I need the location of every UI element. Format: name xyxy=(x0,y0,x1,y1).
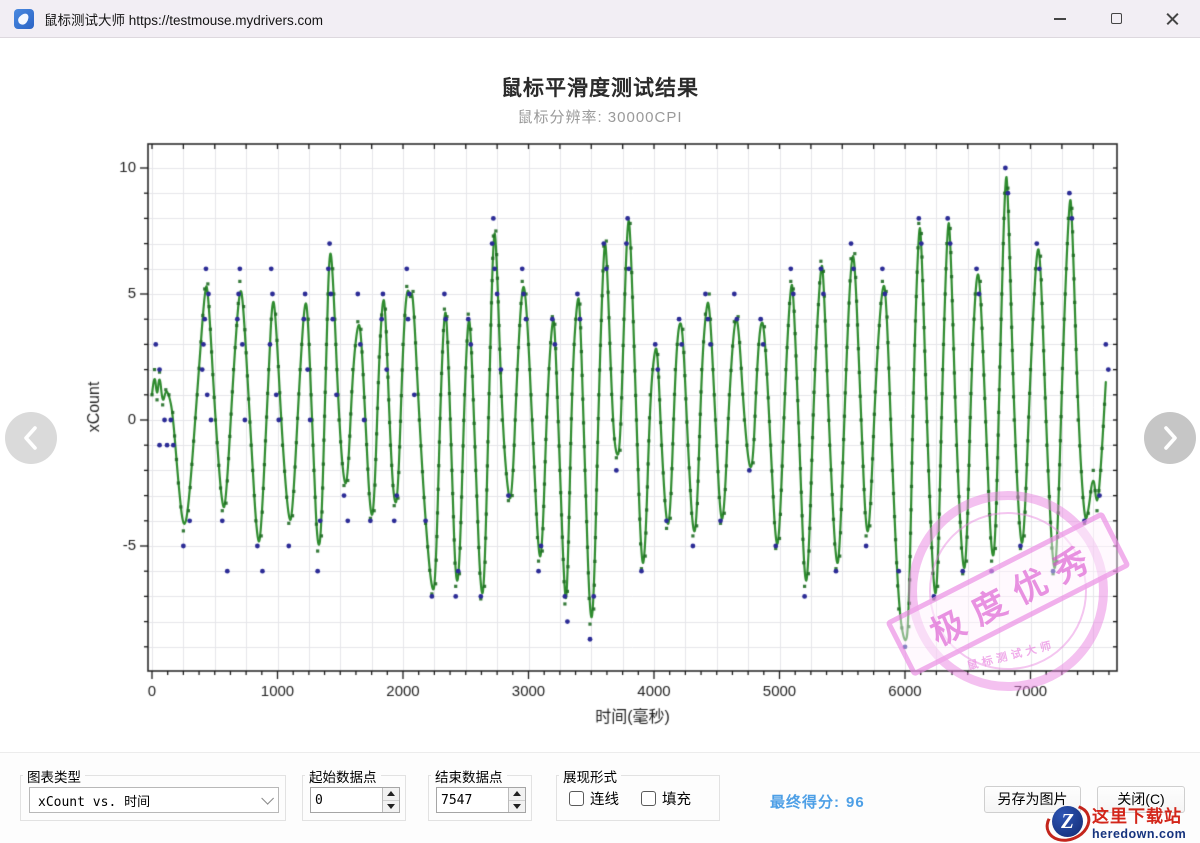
logo-site-name: 这里下载站 xyxy=(1092,807,1182,826)
end-point-down-button[interactable] xyxy=(509,800,525,812)
final-score-value: 96 xyxy=(846,794,865,811)
end-point-label: 结束数据点 xyxy=(431,766,507,786)
checkbox-icon xyxy=(641,791,656,806)
chart-type-value: xCount vs. 时间 xyxy=(38,794,151,810)
start-point-group: 起始数据点 xyxy=(302,766,406,821)
close-icon xyxy=(1166,12,1179,25)
chart-plot xyxy=(0,0,1200,760)
close-dialog-button[interactable]: 关闭(C) xyxy=(1097,786,1185,813)
prev-chart-button[interactable] xyxy=(5,412,57,464)
display-mode-group: 展现形式 连线 填充 xyxy=(556,766,720,821)
chart-title: 鼠标平滑度测试结果 xyxy=(501,77,699,100)
end-point-group: 结束数据点 xyxy=(428,766,532,821)
minimize-icon xyxy=(1054,17,1066,20)
next-chart-button[interactable] xyxy=(1144,412,1196,464)
display-mode-label: 展现形式 xyxy=(559,766,621,786)
start-point-spinner xyxy=(310,787,400,813)
arrow-down-icon xyxy=(387,803,395,809)
arrow-up-icon xyxy=(513,791,521,797)
connect-lines-checkbox[interactable]: 连线 xyxy=(569,788,619,809)
end-point-input[interactable] xyxy=(437,788,508,812)
logo-letter: Z xyxy=(1061,809,1074,833)
end-point-spinner xyxy=(436,787,526,813)
close-button[interactable] xyxy=(1144,0,1200,37)
minimize-button[interactable] xyxy=(1032,0,1088,37)
titlebar: 鼠标测试大师 https://testmouse.mydrivers.com xyxy=(0,0,1200,38)
chart-type-label: 图表类型 xyxy=(23,766,85,786)
app-icon xyxy=(14,8,34,29)
heredown-logo: Z 这里下载站 heredown.com xyxy=(1039,797,1198,843)
end-point-up-button[interactable] xyxy=(509,788,525,801)
chevron-down-icon xyxy=(261,791,274,805)
maximize-icon xyxy=(1110,13,1122,24)
window-title: 鼠标测试大师 https://testmouse.mydrivers.com xyxy=(44,12,324,28)
chevron-right-icon xyxy=(1164,426,1177,450)
logo-domain: heredown.com xyxy=(1092,827,1187,841)
final-score-label: 最终得分: xyxy=(770,794,840,811)
arrow-up-icon xyxy=(387,791,395,797)
chart-type-dropdown[interactable]: xCount vs. 时间 xyxy=(29,787,279,813)
chart-type-group: 图表类型 xCount vs. 时间 xyxy=(20,766,286,821)
arrow-down-icon xyxy=(513,803,521,809)
chart-subtitle: 鼠标分辨率: 30000CPI xyxy=(517,109,683,126)
start-point-down-button[interactable] xyxy=(383,800,399,812)
control-bar: 图表类型 xCount vs. 时间 起始数据点 结束数据点 xyxy=(0,752,1200,843)
checkbox-icon xyxy=(569,791,584,806)
fill-label: 填充 xyxy=(662,792,691,808)
start-point-input[interactable] xyxy=(311,788,382,812)
logo-orb-icon: Z xyxy=(1039,797,1097,843)
chevron-left-icon xyxy=(24,426,37,450)
final-score: 最终得分: 96 xyxy=(770,791,865,812)
fill-checkbox[interactable]: 填充 xyxy=(641,788,691,809)
start-point-label: 起始数据点 xyxy=(305,766,381,786)
maximize-button[interactable] xyxy=(1088,0,1144,37)
start-point-up-button[interactable] xyxy=(383,788,399,801)
connect-lines-label: 连线 xyxy=(590,792,619,808)
